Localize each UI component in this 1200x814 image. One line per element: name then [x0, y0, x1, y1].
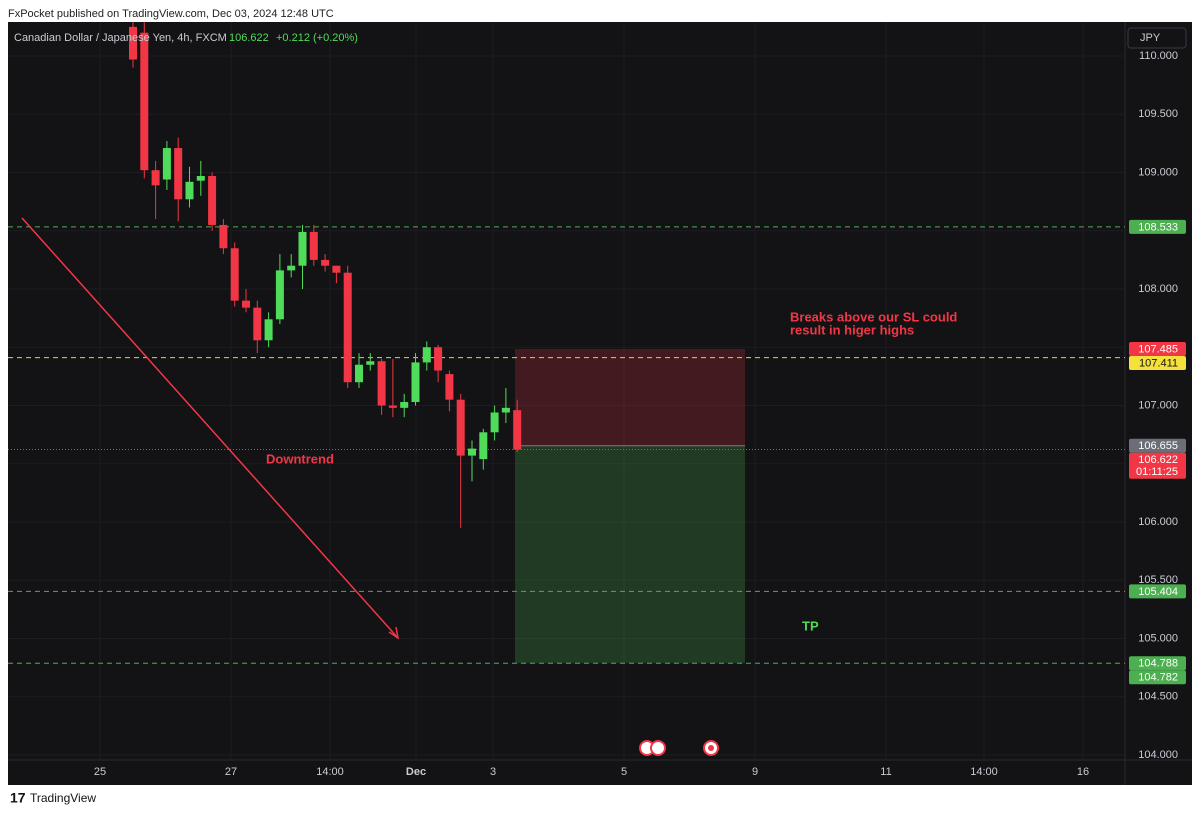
price-tag-label: 107.485 [1138, 343, 1178, 355]
currency-button[interactable] [1127, 27, 1187, 49]
chart-panel [8, 22, 1192, 785]
x-tick-label: 5 [621, 766, 627, 778]
x-tick-label: 14:00 [316, 766, 344, 778]
candle-body [400, 402, 409, 408]
y-tick-label: 108.000 [1138, 283, 1178, 295]
candle-body [422, 347, 431, 363]
candle-body [513, 410, 522, 450]
candle-body [264, 319, 273, 341]
price-tag-label: 106.655 [1138, 440, 1178, 452]
countdown: 01:11:25 [1136, 466, 1178, 478]
candle-body [129, 26, 137, 60]
publisher: FxPocket published on TradingView.com, D… [8, 8, 334, 20]
y-tick-label: 109.000 [1138, 166, 1178, 178]
event-icon[interactable] [650, 740, 666, 756]
brand[interactable]: TradingView [30, 791, 96, 805]
candle-body [208, 176, 217, 225]
price-tag-label: 104.788 [1138, 658, 1178, 670]
y-tick-label: 105.000 [1138, 632, 1178, 644]
x-tick-label: 27 [225, 766, 237, 778]
annotation: Downtrend [266, 451, 334, 466]
stop-zone [515, 349, 745, 446]
x-tick-label: Dec [406, 766, 426, 778]
candle-body [230, 248, 239, 301]
x-tick-label: 3 [490, 766, 496, 778]
candle-body [287, 265, 296, 271]
y-tick-label: 104.000 [1138, 749, 1178, 761]
candle-body [445, 374, 454, 400]
candle-body [162, 148, 171, 180]
price-tag-label: 104.782 [1138, 672, 1178, 684]
last-price: 106.622 [229, 32, 269, 44]
candle-body [456, 399, 465, 456]
candle-body [253, 307, 262, 341]
y-tick-label: 105.500 [1138, 574, 1178, 586]
annotation: TP [802, 618, 819, 633]
candle-body [468, 448, 476, 456]
symbol: Canadian Dollar / Japanese Yen, 4h, FXCM [14, 32, 227, 44]
candle-body [185, 181, 194, 200]
candle-body [343, 272, 352, 383]
arrow-head [388, 626, 400, 640]
price-tag-label: 107.411 [1139, 357, 1178, 369]
price-tag [1129, 584, 1186, 599]
x-tick-label: 16 [1077, 766, 1089, 778]
candle-body [242, 300, 250, 308]
candle-body [309, 231, 318, 260]
candle-body [196, 176, 205, 181]
x-tick-label: 11 [880, 766, 891, 778]
y-tick-label: 104.500 [1138, 691, 1178, 703]
candle-body [434, 347, 443, 371]
y-tick-label: 106.000 [1138, 516, 1178, 528]
candle-body [355, 364, 363, 383]
candle-body [298, 231, 307, 266]
currency[interactable]: JPY [1140, 32, 1161, 44]
candle-body [219, 224, 228, 249]
x-tick-label: 25 [94, 766, 106, 778]
change: +0.212 (+0.20%) [276, 32, 358, 44]
candle-body [366, 361, 375, 365]
event-icons[interactable] [639, 740, 719, 756]
candle-body [321, 259, 330, 266]
target-zone [515, 445, 745, 664]
price-tag [1129, 356, 1186, 371]
price-tag [1129, 656, 1186, 671]
y-tick-label: 110.000 [1139, 50, 1178, 62]
trend-arrow [21, 217, 399, 639]
y-tick-label: 107.000 [1138, 399, 1178, 411]
candle-body [140, 32, 149, 171]
annotation: Breaks above our SL could [790, 309, 957, 324]
chart-layer: 25 27 14:00 Dec 3 5 9 11 14:00 16 104.000 104.500 10… [8, 22, 1186, 778]
candle-body [411, 362, 420, 403]
candle-body [174, 148, 183, 200]
candle-body [377, 361, 386, 406]
annotation: result in higer highs [790, 322, 914, 337]
price-tag [1129, 438, 1186, 453]
logo-mark: 17 [10, 790, 26, 806]
price-tag [1129, 452, 1186, 479]
event-icon-dot [708, 745, 714, 751]
candle-body [388, 405, 397, 408]
price-tag [1129, 219, 1186, 234]
price-tag-label: 106.622 [1138, 454, 1178, 466]
candle-body [275, 270, 284, 320]
candle-body [332, 265, 341, 273]
candle-body [501, 407, 510, 413]
price-tag-label: 108.533 [1138, 221, 1178, 233]
price-tag-label: 105.404 [1138, 586, 1178, 598]
price-tag [1129, 342, 1186, 357]
candle-body [479, 432, 488, 460]
x-tick-label: 9 [752, 766, 758, 778]
x-tick-label: 14:00 [970, 766, 998, 778]
y-tick-label: 109.500 [1138, 108, 1178, 120]
price-tag [1129, 670, 1186, 685]
candle-body [490, 412, 499, 433]
candle-body [151, 170, 160, 186]
